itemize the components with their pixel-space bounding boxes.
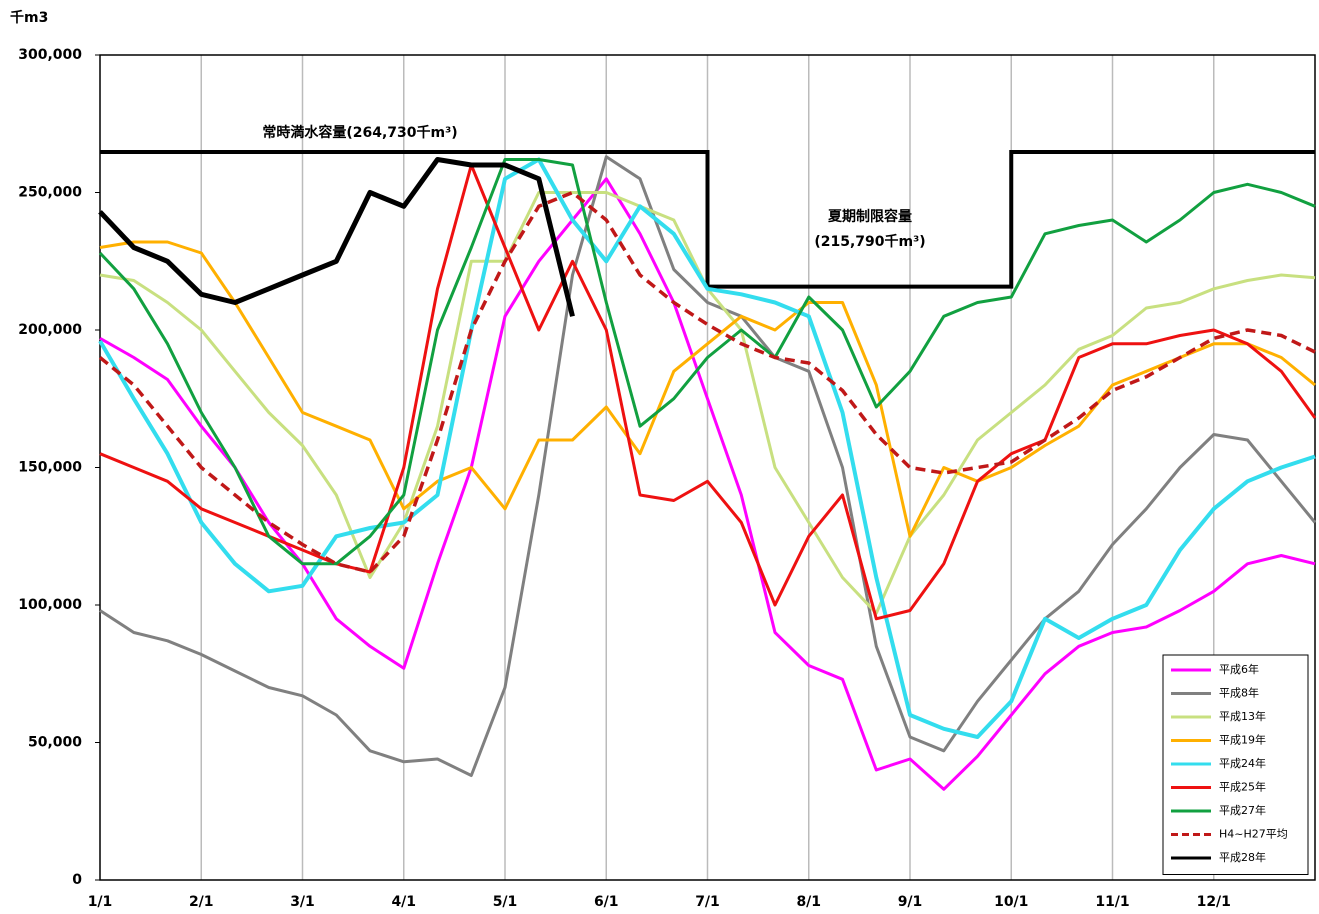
series-line bbox=[98, 158, 1316, 566]
series-line bbox=[98, 157, 1316, 739]
x-tick-label: 11/1 bbox=[1095, 894, 1129, 910]
x-tick-label: 8/1 bbox=[796, 894, 821, 910]
series-line bbox=[99, 163, 1317, 621]
y-axis-label: 千m3 bbox=[10, 9, 48, 26]
series-line bbox=[99, 240, 1316, 538]
legend-label: 平成13年 bbox=[1219, 709, 1266, 723]
x-tick-label: 3/1 bbox=[290, 894, 315, 910]
x-tick-label: 9/1 bbox=[898, 894, 923, 910]
legend-label: 平成8年 bbox=[1219, 686, 1259, 700]
summer-limit-value: (215,790千m³) bbox=[814, 233, 925, 250]
series-line bbox=[99, 155, 1317, 777]
y-tick-label: 200,000 bbox=[18, 322, 82, 338]
x-tick-label: 12/1 bbox=[1197, 894, 1231, 910]
legend-label: 平成6年 bbox=[1219, 662, 1259, 676]
summer-limit-label: 夏期制限容量 bbox=[828, 208, 912, 225]
series-line bbox=[98, 190, 1316, 574]
x-tick-label: 5/1 bbox=[493, 894, 518, 910]
capacity-line bbox=[100, 149, 1315, 289]
x-tick-label: 10/1 bbox=[994, 894, 1028, 910]
x-tick-label: 2/1 bbox=[189, 894, 214, 910]
x-tick-label: 7/1 bbox=[695, 894, 720, 910]
legend-label: 平成25年 bbox=[1219, 780, 1266, 794]
legend-label: 平成27年 bbox=[1219, 803, 1266, 817]
series-line bbox=[98, 157, 575, 317]
y-tick-label: 100,000 bbox=[18, 597, 82, 613]
legend-label: 平成24年 bbox=[1219, 756, 1266, 770]
x-tick-label: 1/1 bbox=[88, 894, 113, 910]
legend-label: 平成28年 bbox=[1219, 850, 1266, 864]
y-tick-label: 250,000 bbox=[18, 185, 82, 201]
y-tick-label: 0 bbox=[72, 872, 82, 888]
capacity-label: 常時満水容量(264,730千m³) bbox=[262, 124, 457, 141]
legend-label: H4~H27平均 bbox=[1219, 828, 1288, 841]
y-tick-label: 50,000 bbox=[28, 735, 82, 751]
x-tick-label: 4/1 bbox=[391, 894, 416, 910]
x-tick-label: 6/1 bbox=[594, 894, 619, 910]
y-tick-label: 300,000 bbox=[18, 47, 82, 63]
y-tick-label: 150,000 bbox=[18, 460, 82, 476]
legend-label: 平成19年 bbox=[1219, 733, 1266, 747]
